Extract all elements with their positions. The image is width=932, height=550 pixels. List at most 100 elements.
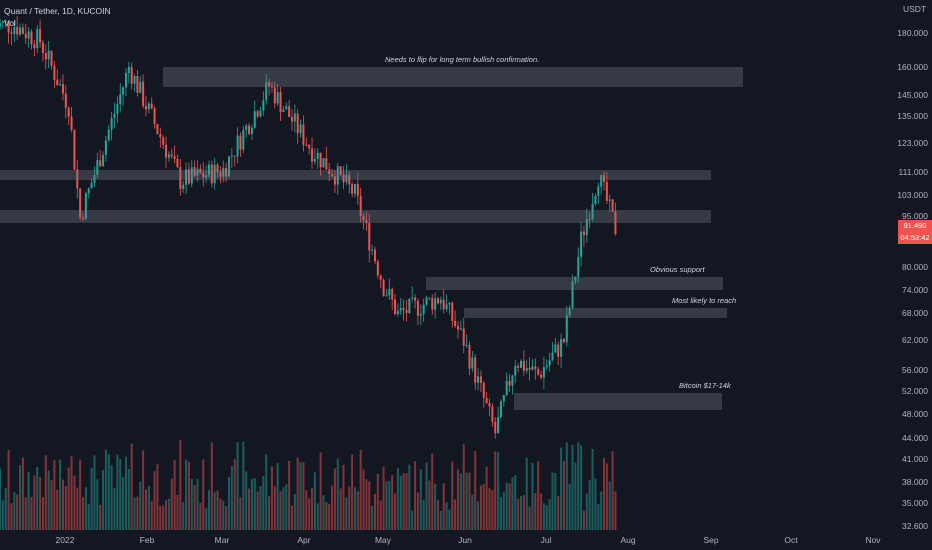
- candle-body: [379, 275, 382, 281]
- candle-body: [228, 156, 231, 177]
- candle-body: [210, 164, 213, 184]
- volume-bar: [511, 477, 514, 530]
- candle-body: [270, 86, 273, 88]
- currency-unit[interactable]: USDT: [903, 4, 927, 14]
- volume-bar: [482, 483, 485, 530]
- candle-body: [39, 29, 42, 43]
- volume-bar: [571, 444, 574, 530]
- volume-bar: [50, 480, 53, 530]
- candle-body: [139, 81, 142, 93]
- support-zone-likely: [464, 308, 727, 318]
- last-price-value: 91.490: [903, 221, 927, 230]
- chart-plot-area[interactable]: Needs to flip for long term bullish conf…: [0, 0, 896, 530]
- candle-body: [359, 195, 362, 216]
- volume-bar: [611, 451, 614, 530]
- volume-bar: [213, 492, 216, 530]
- volume-bar: [59, 459, 62, 530]
- candle-body: [436, 298, 439, 304]
- candle-body: [611, 199, 614, 212]
- volume-bar: [270, 466, 273, 530]
- volume-bar: [451, 461, 454, 530]
- volume-bar: [562, 461, 565, 530]
- candle-body: [376, 261, 379, 276]
- volume-bar: [173, 460, 176, 530]
- price-tick-label: 103.000: [897, 190, 928, 200]
- candle-body: [399, 307, 402, 311]
- volume-bar: [396, 468, 399, 530]
- candle-body: [242, 130, 245, 150]
- candle-body: [454, 320, 457, 326]
- candle-body: [565, 315, 568, 343]
- volume-bar: [491, 490, 494, 530]
- candle-body: [219, 172, 222, 177]
- candle-body: [333, 176, 336, 185]
- volume-bar: [233, 459, 236, 530]
- volume-bar: [210, 442, 213, 530]
- price-axis[interactable]: 180.000 160.000 145.000 135.000 123.000 111.0…: [896, 0, 932, 550]
- candle-body: [90, 183, 93, 189]
- price-tick-label: 80.000: [902, 262, 928, 272]
- volume-bar: [13, 492, 16, 530]
- candle-body: [336, 166, 339, 185]
- volume-bar: [273, 486, 276, 530]
- candle-body: [110, 117, 113, 130]
- volume-bar: [374, 493, 377, 530]
- volume-bar: [207, 490, 210, 530]
- volume-bar: [133, 497, 136, 530]
- price-tick-label: 68.000: [902, 308, 928, 318]
- time-axis[interactable]: 2022 Feb Mar Apr May Jun Jul Aug Sep Oct Nov: [0, 530, 896, 550]
- volume-bar: [39, 477, 42, 530]
- volume-bar: [30, 497, 33, 530]
- candle-body: [548, 360, 551, 366]
- volume-bar: [179, 440, 182, 530]
- candle-body: [27, 31, 30, 39]
- candle-body: [176, 158, 179, 168]
- volume-bar: [170, 478, 173, 530]
- volume-legend[interactable]: Vol: [4, 18, 16, 28]
- candle-body: [87, 188, 90, 194]
- candle-body: [528, 367, 531, 370]
- volume-bar: [351, 454, 354, 530]
- volume-bar: [542, 503, 545, 530]
- volume-bar: [44, 455, 47, 530]
- volume-bar: [196, 478, 199, 530]
- volume-bar: [416, 492, 419, 530]
- volume-bar: [342, 464, 345, 530]
- symbol-legend[interactable]: Quant / Tether, 1D, KUCOIN: [4, 6, 111, 16]
- volume-bar: [411, 510, 414, 530]
- volume-bar: [127, 468, 130, 530]
- candle-body: [462, 328, 465, 346]
- volume-bar: [537, 461, 540, 530]
- volume-bar: [479, 485, 482, 530]
- volume-bar: [534, 493, 537, 530]
- candle-body: [259, 110, 262, 117]
- candle-body: [162, 137, 165, 145]
- candle-body: [505, 380, 508, 395]
- candle-body: [614, 211, 617, 235]
- candle-body: [439, 299, 442, 304]
- resistance-zone-95: [0, 210, 711, 223]
- volume-bar: [497, 452, 500, 530]
- volume-bar: [167, 498, 170, 530]
- volume-bar: [293, 494, 296, 530]
- candle-body: [374, 249, 377, 262]
- volume-bar: [316, 503, 319, 530]
- volume-bar: [474, 451, 477, 530]
- candle-body: [311, 148, 314, 162]
- volume-bar: [156, 464, 159, 530]
- candle-body: [568, 307, 571, 316]
- candle-body: [408, 298, 411, 313]
- candle-body: [116, 104, 119, 114]
- volume-bar: [19, 465, 22, 530]
- volume-bar: [462, 444, 465, 530]
- volume-bar: [442, 483, 445, 530]
- volume-bar: [385, 481, 388, 530]
- volume-bar: [144, 489, 147, 530]
- candle-body: [285, 106, 288, 110]
- candle-body: [207, 164, 210, 176]
- candle-body: [514, 365, 517, 376]
- volume-bar: [10, 503, 13, 530]
- volume-bar: [436, 500, 439, 530]
- candle-body: [411, 297, 414, 299]
- candle-body: [153, 108, 156, 125]
